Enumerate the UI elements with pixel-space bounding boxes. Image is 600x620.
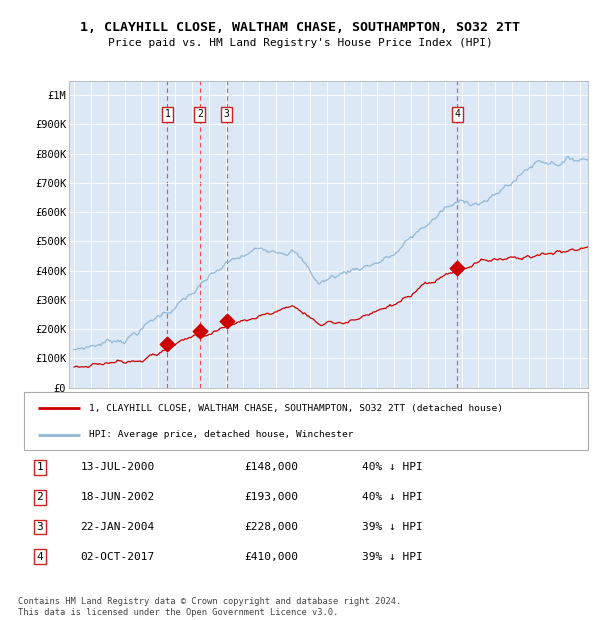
Text: 39% ↓ HPI: 39% ↓ HPI	[362, 522, 423, 532]
Text: 4: 4	[37, 552, 43, 562]
Text: 22-JAN-2004: 22-JAN-2004	[80, 522, 155, 532]
Text: 2: 2	[37, 492, 43, 502]
Point	[163, 339, 172, 349]
Text: 1: 1	[37, 463, 43, 472]
Text: 39% ↓ HPI: 39% ↓ HPI	[362, 552, 423, 562]
Text: 2: 2	[197, 109, 203, 120]
Text: Contains HM Land Registry data © Crown copyright and database right 2024.
This d: Contains HM Land Registry data © Crown c…	[18, 598, 401, 617]
Text: 1, CLAYHILL CLOSE, WALTHAM CHASE, SOUTHAMPTON, SO32 2TT (detached house): 1, CLAYHILL CLOSE, WALTHAM CHASE, SOUTHA…	[89, 404, 503, 413]
Text: 13-JUL-2000: 13-JUL-2000	[80, 463, 155, 472]
FancyBboxPatch shape	[24, 392, 588, 449]
Text: 40% ↓ HPI: 40% ↓ HPI	[362, 492, 423, 502]
Point	[222, 316, 232, 326]
Text: £148,000: £148,000	[244, 463, 298, 472]
Text: 1, CLAYHILL CLOSE, WALTHAM CHASE, SOUTHAMPTON, SO32 2TT: 1, CLAYHILL CLOSE, WALTHAM CHASE, SOUTHA…	[80, 22, 520, 34]
Text: 4: 4	[454, 109, 460, 120]
Text: £410,000: £410,000	[244, 552, 298, 562]
Text: 18-JUN-2002: 18-JUN-2002	[80, 492, 155, 502]
Text: 3: 3	[224, 109, 230, 120]
Text: 1: 1	[164, 109, 170, 120]
Point	[452, 263, 462, 273]
Point	[195, 326, 205, 336]
Text: £193,000: £193,000	[244, 492, 298, 502]
Text: HPI: Average price, detached house, Winchester: HPI: Average price, detached house, Winc…	[89, 430, 353, 439]
Text: 40% ↓ HPI: 40% ↓ HPI	[362, 463, 423, 472]
Text: 3: 3	[37, 522, 43, 532]
Text: 02-OCT-2017: 02-OCT-2017	[80, 552, 155, 562]
Text: Price paid vs. HM Land Registry's House Price Index (HPI): Price paid vs. HM Land Registry's House …	[107, 38, 493, 48]
Text: £228,000: £228,000	[244, 522, 298, 532]
